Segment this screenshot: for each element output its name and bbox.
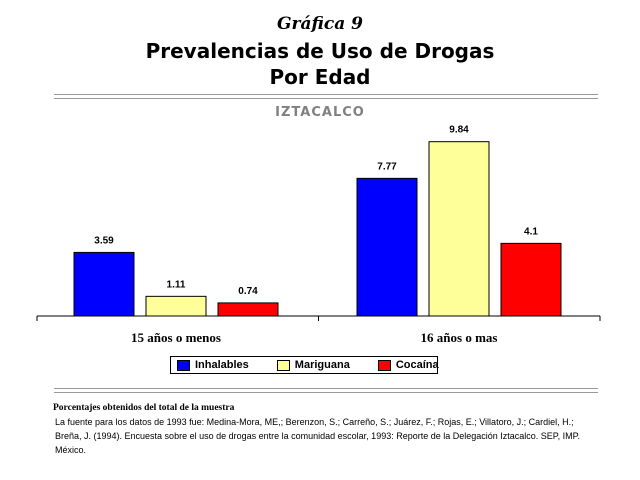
- legend-item-cocaina: Cocaína: [377, 359, 439, 371]
- title-line-1: Prevalencias de Uso de Drogas: [145, 39, 495, 63]
- bar-cocaina-0: [217, 302, 279, 317]
- legend-swatch-inhalables: [177, 359, 190, 371]
- chart-title: Prevalencias de Uso de Drogas Por Edad: [0, 38, 640, 90]
- bottom-divider: [54, 388, 598, 393]
- data-label-mariguana-0: 1.11: [167, 279, 186, 290]
- legend-swatch-cocaina: [377, 359, 391, 371]
- bar-inhalables-0: [73, 251, 135, 317]
- legend-swatch-mariguana: [276, 359, 290, 371]
- legend: Inhalables Mariguana Cocaína: [170, 356, 439, 374]
- data-label-inhalables-1: 7.77: [377, 161, 397, 172]
- title-line-2: Por Edad: [269, 65, 371, 89]
- bar-mariguana-1: [428, 141, 490, 317]
- chart-subtitle: IZTACALCO: [275, 105, 365, 120]
- top-divider: [54, 94, 598, 99]
- footnote-source: La fuente para los datos de 1993 fue: Me…: [55, 417, 580, 455]
- bar-inhalables-1: [356, 177, 418, 317]
- category-label-0: 15 años o menos: [131, 330, 221, 345]
- legend-item-inhalables: Inhalables: [177, 359, 249, 371]
- footnote-heading: Porcentajes obtenidos del total de la mu…: [53, 403, 235, 413]
- chart-kicker: Gráfica 9: [277, 14, 363, 34]
- legend-label-cocaina: Cocaína: [395, 359, 439, 371]
- data-label-cocaina-0: 0.74: [238, 286, 258, 297]
- bar-cocaina-1: [500, 242, 562, 317]
- data-label-cocaina-1: 4.1: [524, 226, 538, 237]
- bar-mariguana-0: [145, 295, 207, 317]
- data-label-inhalables-0: 3.59: [94, 235, 114, 246]
- legend-label-inhalables: Inhalables: [195, 359, 249, 371]
- legend-label-mariguana: Mariguana: [294, 359, 350, 371]
- category-label-1: 16 años o mas: [421, 330, 498, 345]
- data-label-mariguana-1: 9.84: [449, 125, 469, 136]
- legend-item-mariguana: Mariguana: [276, 359, 350, 371]
